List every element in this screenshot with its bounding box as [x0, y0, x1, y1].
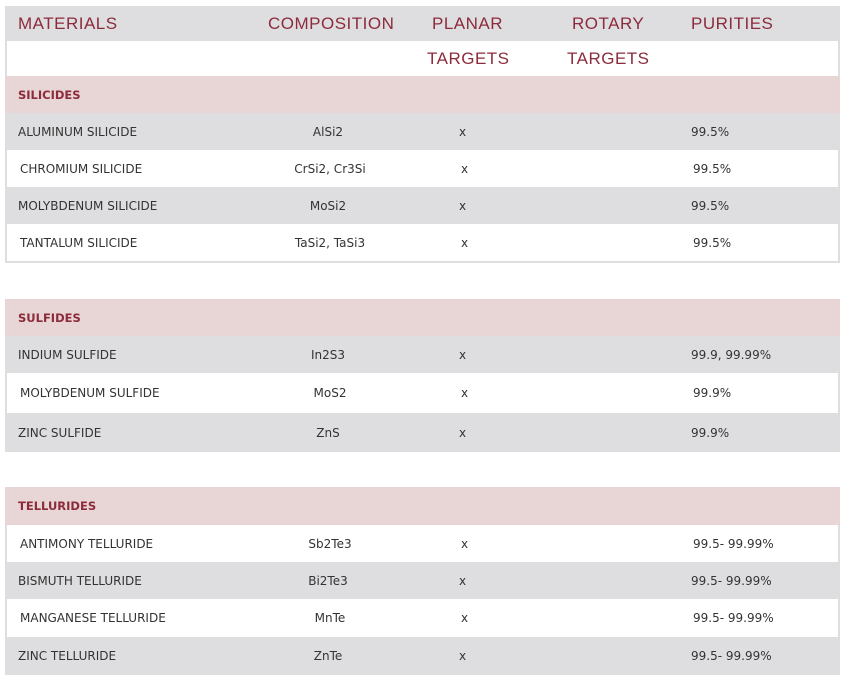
planar-cell: x: [460, 386, 469, 400]
purity-cell: 99.9%: [691, 425, 730, 440]
table-header-row-2: TARGETS TARGETS: [5, 41, 840, 76]
purity-cell: 99.5%: [693, 235, 732, 250]
planar-cell: x: [458, 573, 467, 588]
composition-cell: ZnTe: [313, 649, 343, 663]
table-row: ALUMINUM SILICIDE AlSi2 x 99.5%: [5, 113, 840, 150]
header-purities: PURITIES: [691, 13, 774, 33]
header-rotary: ROTARY: [572, 13, 645, 33]
planar-cell: x: [458, 198, 467, 213]
purity-cell: 99.9%: [693, 386, 732, 400]
section-title: TELLURIDES: [18, 499, 97, 513]
material-cell: INDIUM SULFIDE: [18, 347, 117, 362]
table-header-row-1: MATERIALS COMPOSITION PLANAR ROTARY PURI…: [5, 6, 840, 41]
planar-cell: x: [458, 425, 467, 440]
purity-cell: 99.5%: [691, 198, 730, 213]
table-row: MOLYBDENUM SULFIDE MoS2 x 99.9%: [5, 373, 840, 413]
composition-cell: MoSi2: [309, 198, 347, 213]
section-title: SILICIDES: [18, 87, 81, 102]
purity-cell: 99.5- 99.99%: [693, 536, 774, 551]
section-header-tellurides: TELLURIDES: [5, 487, 840, 525]
material-cell: TANTALUM SILICIDE: [20, 235, 138, 250]
material-cell: MOLYBDENUM SULFIDE: [20, 386, 160, 400]
planar-cell: x: [460, 235, 469, 250]
purity-cell: 99.5%: [693, 161, 732, 176]
composition-cell: MoS2: [313, 386, 347, 400]
header-materials: MATERIALS: [18, 13, 118, 33]
composition-cell: In2S3: [310, 347, 346, 362]
planar-cell: x: [458, 124, 467, 139]
composition-cell: TaSi2, TaSi3: [294, 235, 366, 250]
table-row: ANTIMONY TELLURIDE Sb2Te3 x 99.5- 99.99%: [5, 525, 840, 562]
composition-cell: Bi2Te3: [308, 573, 348, 588]
material-cell: BISMUTH TELLURIDE: [18, 573, 142, 588]
section-header-silicides: SILICIDES: [5, 76, 840, 113]
composition-cell: Sb2Te3: [308, 536, 352, 551]
table-row: MOLYBDENUM SILICIDE MoSi2 x 99.5%: [5, 187, 840, 224]
section-header-sulfides: SULFIDES: [5, 299, 840, 336]
purity-cell: 99.5- 99.99%: [693, 611, 774, 625]
planar-cell: x: [460, 536, 469, 551]
material-cell: CHROMIUM SILICIDE: [20, 161, 143, 176]
table-row: TANTALUM SILICIDE TaSi2, TaSi3 x 99.5%: [5, 224, 840, 263]
purity-cell: 99.5- 99.99%: [691, 649, 772, 663]
planar-cell: x: [458, 649, 467, 663]
purity-cell: 99.5- 99.99%: [691, 573, 772, 588]
section-title: SULFIDES: [18, 310, 81, 325]
header-rotary-targets: TARGETS: [567, 48, 650, 68]
material-cell: ZINC TELLURIDE: [18, 649, 117, 663]
header-planar-targets: TARGETS: [427, 48, 510, 68]
material-cell: ZINC SULFIDE: [18, 425, 102, 440]
header-planar: PLANAR: [432, 13, 504, 33]
table-row: MANGANESE TELLURIDE MnTe x 99.5- 99.99%: [5, 599, 840, 637]
table-row: ZINC TELLURIDE ZnTe x 99.5- 99.99%: [5, 637, 840, 675]
header-composition: COMPOSITION: [268, 13, 395, 33]
planar-cell: x: [460, 611, 469, 625]
planar-cell: x: [460, 161, 469, 176]
composition-cell: ZnS: [316, 425, 340, 440]
table-row: BISMUTH TELLURIDE Bi2Te3 x 99.5- 99.99%: [5, 562, 840, 599]
material-cell: MOLYBDENUM SILICIDE: [18, 198, 158, 213]
composition-cell: MnTe: [314, 611, 346, 625]
material-cell: ALUMINUM SILICIDE: [18, 124, 138, 139]
material-cell: ANTIMONY TELLURIDE: [20, 536, 154, 551]
purity-cell: 99.9, 99.99%: [691, 347, 772, 362]
composition-cell: CrSi2, Cr3Si: [294, 161, 366, 176]
table-row: INDIUM SULFIDE In2S3 x 99.9, 99.99%: [5, 336, 840, 373]
table-row: ZINC SULFIDE ZnS x 99.9%: [5, 413, 840, 452]
purity-cell: 99.5%: [691, 124, 730, 139]
table-row: CHROMIUM SILICIDE CrSi2, Cr3Si x 99.5%: [5, 150, 840, 187]
composition-cell: AlSi2: [312, 124, 344, 139]
material-cell: MANGANESE TELLURIDE: [20, 611, 166, 625]
planar-cell: x: [458, 347, 467, 362]
